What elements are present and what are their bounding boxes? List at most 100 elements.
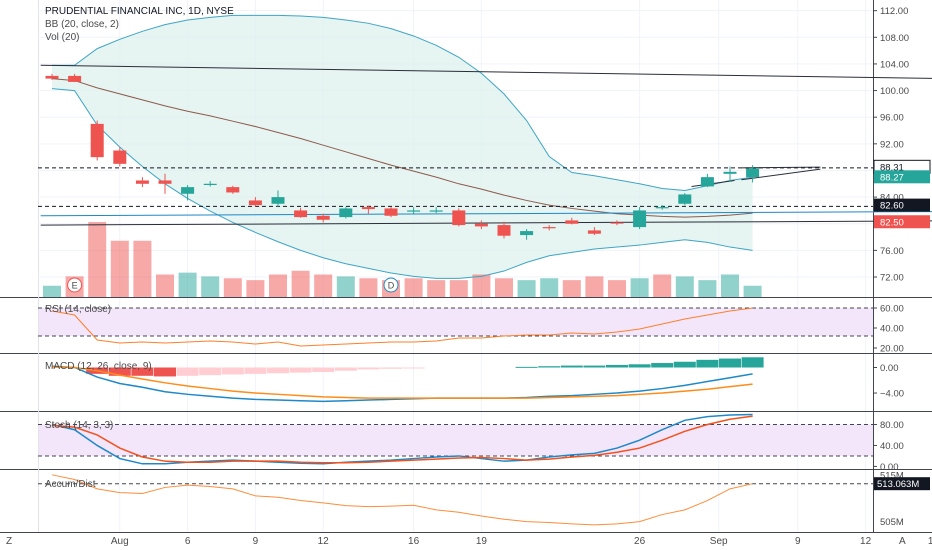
volume-bar[interactable] bbox=[540, 278, 559, 297]
candle-body[interactable] bbox=[316, 215, 330, 220]
volume-bar[interactable] bbox=[517, 280, 536, 297]
macd-histogram-bar[interactable] bbox=[651, 363, 674, 368]
stoch-k-line[interactable] bbox=[51, 413, 753, 465]
trend-line[interactable] bbox=[40, 211, 932, 217]
candle-body[interactable] bbox=[181, 187, 195, 194]
macd-histogram-bar[interactable] bbox=[719, 358, 741, 368]
indicator-panes[interactable] bbox=[38, 307, 873, 526]
volume-bar[interactable] bbox=[133, 240, 152, 297]
candle-body[interactable] bbox=[565, 220, 579, 224]
trend-line[interactable] bbox=[40, 220, 932, 226]
volume-bar[interactable] bbox=[88, 222, 107, 297]
macd-histogram-bar[interactable] bbox=[108, 367, 131, 376]
macd-histogram-bar[interactable] bbox=[334, 367, 357, 371]
macd-histogram-bar[interactable] bbox=[538, 366, 561, 368]
candle-body[interactable] bbox=[542, 227, 556, 229]
macd-histogram-bar[interactable] bbox=[267, 367, 289, 374]
candle-body[interactable] bbox=[203, 183, 217, 185]
volume-bar[interactable] bbox=[110, 240, 129, 297]
volume-bar[interactable] bbox=[178, 272, 197, 297]
volume-bar[interactable] bbox=[495, 278, 513, 297]
candle-body[interactable] bbox=[68, 75, 82, 82]
macd-histogram-bar[interactable] bbox=[606, 364, 628, 368]
accum-dist-line[interactable] bbox=[51, 474, 753, 526]
macd-histogram-bar[interactable] bbox=[357, 367, 380, 370]
candle-body[interactable] bbox=[384, 208, 398, 216]
volume-bar[interactable] bbox=[743, 285, 762, 297]
macd-histogram-bar[interactable] bbox=[221, 367, 244, 375]
trend-line[interactable] bbox=[741, 168, 821, 181]
macd-histogram-bar[interactable] bbox=[176, 367, 199, 376]
trend-line[interactable] bbox=[741, 166, 821, 169]
candle-body[interactable] bbox=[226, 187, 240, 193]
volume-bar[interactable] bbox=[269, 274, 287, 298]
volume-bar[interactable] bbox=[585, 276, 604, 297]
signal-line[interactable] bbox=[51, 366, 753, 399]
candle-body[interactable] bbox=[746, 168, 760, 178]
candle-body[interactable] bbox=[678, 194, 692, 204]
stoch-d-line[interactable] bbox=[51, 415, 753, 464]
volume-bar[interactable] bbox=[721, 274, 739, 298]
bb-upper-line[interactable] bbox=[52, 14, 753, 191]
macd-histogram-bar[interactable] bbox=[131, 367, 154, 376]
macd-line[interactable] bbox=[51, 365, 753, 403]
candle-body[interactable] bbox=[452, 210, 466, 226]
volume-bar[interactable] bbox=[404, 278, 423, 297]
macd-histogram-bar[interactable] bbox=[154, 367, 176, 377]
candle-body[interactable] bbox=[474, 223, 488, 227]
volume-bar[interactable] bbox=[562, 280, 581, 297]
candle-body[interactable] bbox=[633, 210, 647, 228]
candle-body[interactable] bbox=[610, 222, 624, 224]
volume-bar[interactable] bbox=[653, 274, 672, 298]
macd-histogram-bar[interactable] bbox=[673, 361, 696, 368]
candle-body[interactable] bbox=[407, 210, 421, 212]
volume-bar[interactable] bbox=[336, 276, 355, 297]
volume-bar[interactable] bbox=[43, 285, 61, 297]
volume-bar[interactable] bbox=[201, 276, 220, 297]
volume-bar[interactable] bbox=[223, 278, 242, 297]
candle-body[interactable] bbox=[497, 225, 511, 236]
candle-body[interactable] bbox=[429, 210, 443, 212]
candle-body[interactable] bbox=[90, 123, 104, 158]
macd-histogram-bar[interactable] bbox=[741, 357, 764, 368]
macd-histogram-bar[interactable] bbox=[244, 367, 267, 374]
candle-body[interactable] bbox=[294, 210, 308, 218]
volume-bar[interactable] bbox=[698, 280, 717, 297]
macd-histogram-bar[interactable] bbox=[628, 364, 651, 368]
candle-body[interactable] bbox=[45, 75, 59, 79]
macd-histogram-bar[interactable] bbox=[312, 367, 335, 372]
volume-bar[interactable] bbox=[156, 274, 174, 298]
candle-body[interactable] bbox=[271, 197, 285, 204]
candle-body[interactable] bbox=[520, 231, 534, 236]
volume-bar[interactable] bbox=[314, 274, 333, 298]
macd-histogram-bar[interactable] bbox=[199, 367, 222, 376]
macd-histogram-bar[interactable] bbox=[583, 365, 606, 368]
candle-body[interactable] bbox=[587, 230, 601, 234]
event-marker[interactable] bbox=[383, 277, 399, 293]
macd-histogram-bar[interactable] bbox=[696, 359, 719, 368]
candle-body[interactable] bbox=[655, 207, 669, 209]
macd-histogram-bar[interactable] bbox=[515, 366, 538, 368]
candle-body[interactable] bbox=[135, 180, 149, 184]
volume-bar[interactable] bbox=[630, 278, 649, 297]
macd-histogram-bar[interactable] bbox=[289, 367, 312, 373]
volume-bar[interactable] bbox=[246, 280, 265, 297]
volume-bar[interactable] bbox=[427, 280, 446, 297]
trend-line[interactable] bbox=[40, 64, 932, 80]
volume-bar[interactable] bbox=[472, 274, 491, 298]
macd-histogram-bar[interactable] bbox=[402, 367, 425, 369]
candle-body[interactable] bbox=[723, 171, 737, 174]
macd-histogram-bar[interactable] bbox=[380, 367, 402, 369]
candle-body[interactable] bbox=[700, 177, 714, 187]
candle-body[interactable] bbox=[248, 200, 262, 206]
volume-bar[interactable] bbox=[359, 278, 378, 297]
bb-lower-line[interactable] bbox=[51, 88, 753, 279]
rsi-line[interactable] bbox=[51, 307, 753, 347]
candle-body[interactable] bbox=[158, 180, 172, 184]
candle-body[interactable] bbox=[361, 207, 375, 210]
candle-body[interactable] bbox=[113, 150, 127, 164]
macd-histogram-bar[interactable] bbox=[560, 365, 583, 368]
